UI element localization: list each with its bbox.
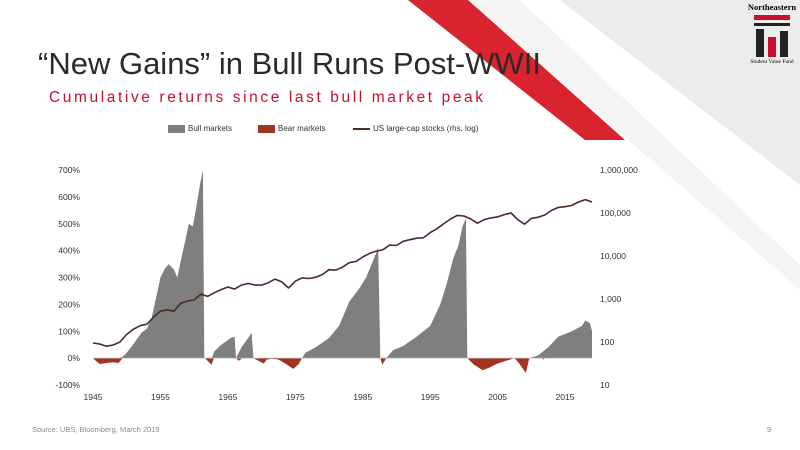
- x-tick-label: 1945: [84, 392, 103, 402]
- stock-price-line: [92, 198, 593, 347]
- stock-line-layer: [92, 198, 593, 347]
- y-right-tick-label: 1,000: [600, 294, 622, 304]
- page-number: 9: [767, 425, 772, 434]
- slide-title: “New Gains” in Bull Runs Post-WWII: [38, 46, 541, 81]
- y-right-tick-label: 100,000: [600, 208, 631, 218]
- decor-red-stripe: [408, 0, 625, 140]
- logo-mark-icon: [754, 15, 790, 57]
- x-tick-label: 1965: [218, 392, 237, 402]
- legend-stocks-label: US large-cap stocks (rhs, log): [373, 124, 479, 133]
- y-right-tick-label: 10: [600, 380, 610, 390]
- x-tick-label: 2005: [488, 392, 507, 402]
- y-left-tick-label: 600%: [58, 192, 80, 202]
- x-tick-label: 1975: [286, 392, 305, 402]
- legend-bear-label: Bear markets: [278, 124, 326, 133]
- legend-bear-swatch: [258, 124, 275, 133]
- legend-stocks-swatch: [353, 127, 370, 130]
- legend-bull-label: Bull markets: [188, 124, 233, 133]
- chart-legend: Bull markets Bear markets US large-cap s…: [0, 124, 800, 138]
- y-left-tick-label: 700%: [58, 165, 80, 175]
- decor-gray-stripe: [560, 0, 800, 185]
- x-tick-label: 1995: [421, 392, 440, 402]
- y-left-tick-label: 0%: [68, 353, 81, 363]
- y-left-tick-label: 400%: [58, 246, 80, 256]
- legend-bull: Bull markets: [168, 124, 232, 133]
- y-left-tick-label: 200%: [58, 299, 80, 309]
- bear-markets-area: [93, 358, 545, 373]
- source-note: Source: UBS, Bloomberg, March 2019: [32, 425, 160, 434]
- y-right-tick-label: 100: [600, 337, 614, 347]
- y-left-tick-label: 100%: [58, 326, 80, 336]
- y-left-tick-label: -100%: [55, 380, 80, 390]
- bull-markets-layer: [93, 170, 592, 359]
- y-right-tick-label: 10,000: [600, 251, 626, 261]
- legend-bull-swatch: [168, 124, 185, 133]
- bear-markets-layer: [93, 358, 545, 373]
- bull-markets-area: [93, 170, 592, 359]
- x-tick-label: 1955: [151, 392, 170, 402]
- legend-bear: Bear markets: [258, 124, 326, 133]
- decor-light-stripe: [468, 0, 800, 290]
- legend-stocks: US large-cap stocks (rhs, log): [353, 124, 478, 133]
- y-left-tick-label: 300%: [58, 273, 80, 283]
- x-tick-label: 1985: [353, 392, 372, 402]
- y-right-tick-label: 1,000,000: [600, 165, 638, 175]
- y-left-tick-label: 500%: [58, 219, 80, 229]
- logo: Northeastern Student Value Fund: [744, 0, 800, 70]
- logo-subtitle: Student Value Fund: [750, 59, 794, 65]
- logo-name: Northeastern: [747, 2, 797, 12]
- slide-subtitle: Cumulative returns since last bull marke…: [49, 89, 486, 106]
- x-tick-label: 2015: [556, 392, 575, 402]
- axes-layer: 700% 600% 500% 400% 300% 200% 100% 0% -100% 1,000…: [55, 165, 638, 402]
